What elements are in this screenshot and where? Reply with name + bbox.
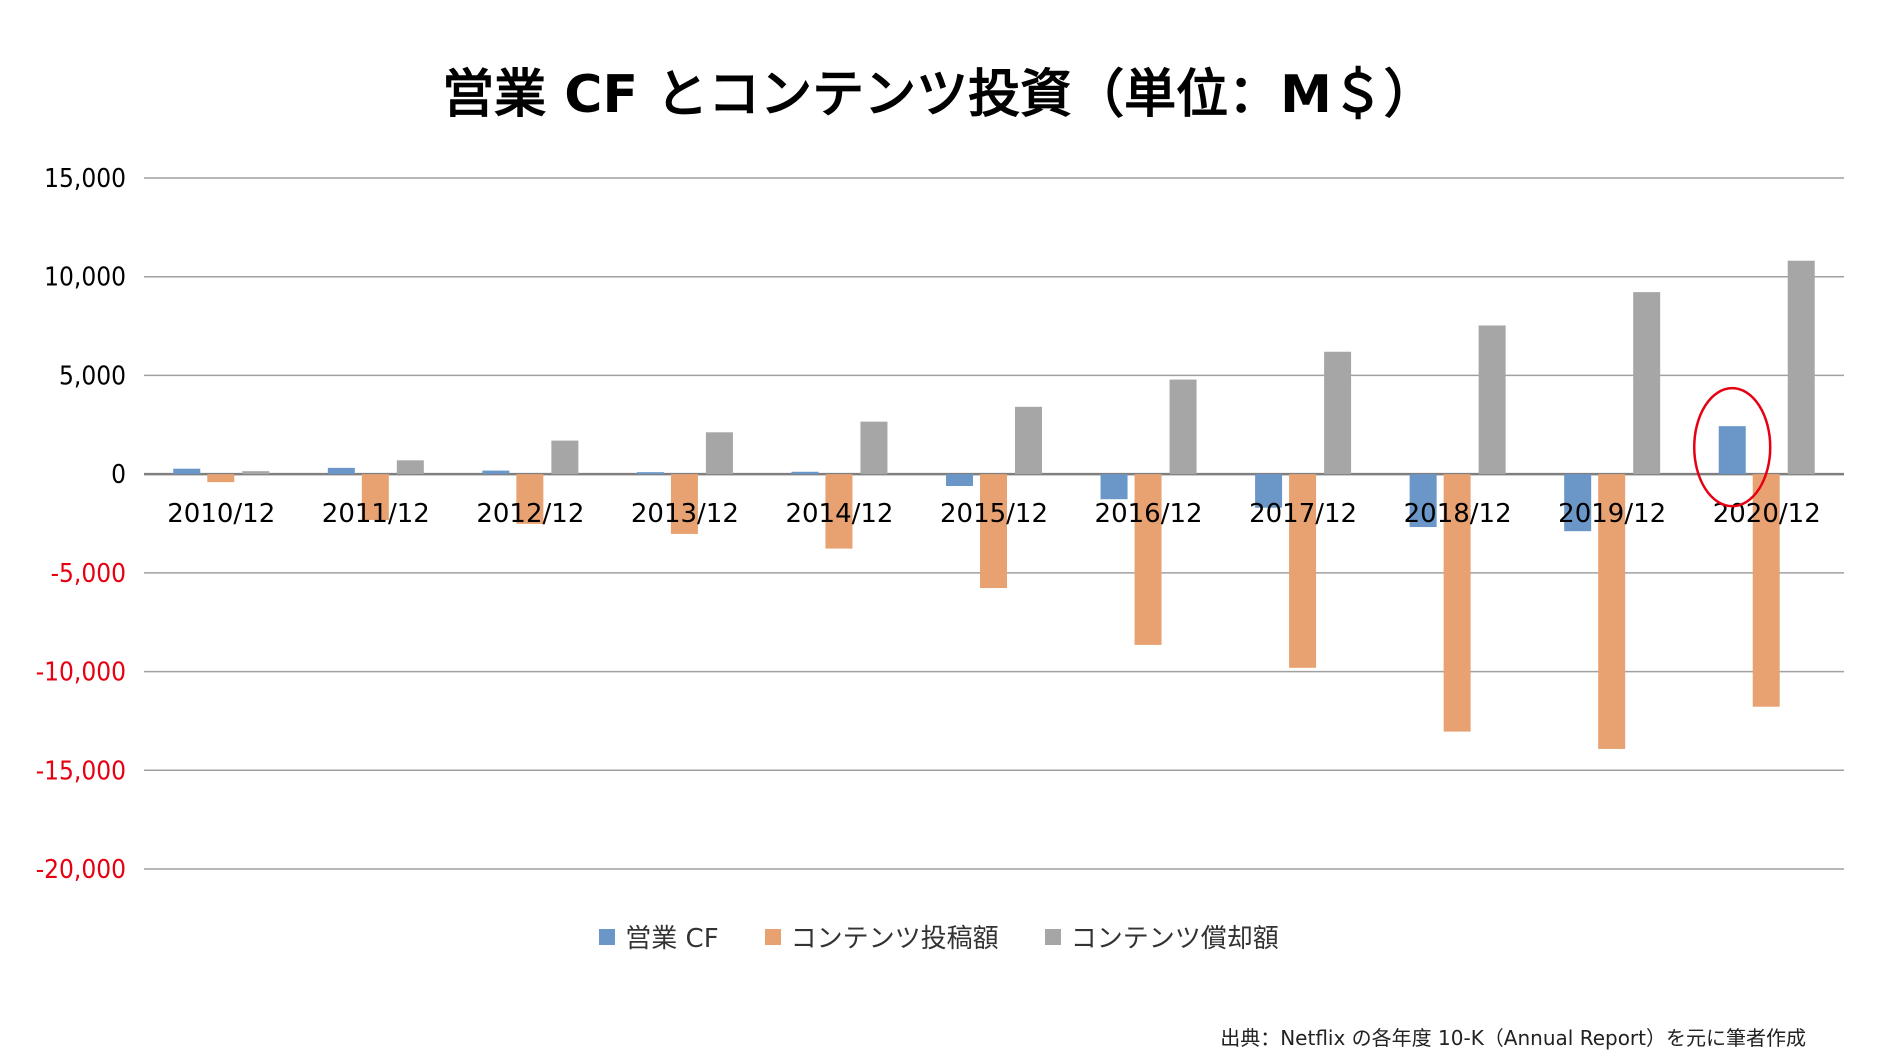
bar-operating-cf <box>1100 474 1128 500</box>
source-note: 出典：Netflix の各年度 10-K（Annual Report）を元に筆者… <box>1220 1026 1806 1050</box>
highlight-ellipse <box>1692 386 1772 508</box>
bar-operating-cf <box>1718 426 1746 475</box>
legend-swatch <box>599 928 616 945</box>
bar-operating-cf <box>791 471 819 475</box>
y-tick-label: -20,000 <box>36 855 126 885</box>
x-tick-label: 2020/12 <box>1713 499 1821 529</box>
bar-operating-cf <box>173 468 201 475</box>
bar-content-amortization <box>860 421 888 475</box>
x-tick-label: 2019/12 <box>1558 499 1666 529</box>
bar-content-amortization <box>1633 292 1661 475</box>
bar-content-spend <box>516 474 544 524</box>
bar-content-amortization <box>705 432 733 475</box>
bar-operating-cf <box>1255 474 1283 508</box>
x-tick-label: 2013/12 <box>631 499 739 529</box>
bar-operating-cf <box>327 467 355 475</box>
bar-content-spend <box>980 474 1007 589</box>
legend-label: コンテンツ償却額 <box>1070 924 1279 954</box>
legend-label: 営業 CF <box>625 924 719 954</box>
bar-content-spend <box>1289 474 1317 668</box>
x-tick-label: 2018/12 <box>1404 499 1512 529</box>
x-tick-label: 2011/12 <box>322 499 430 529</box>
bar-operating-cf <box>946 474 973 486</box>
bar-operating-cf <box>636 472 664 475</box>
legend-item: コンテンツ償却額 <box>1044 918 1279 955</box>
bar-content-amortization <box>551 440 579 475</box>
bar-content-spend <box>1134 474 1162 645</box>
x-tick-label: 2012/12 <box>476 499 584 529</box>
y-tick-label: 0 <box>111 460 126 490</box>
bar-operating-cf <box>482 470 510 475</box>
x-tick-label: 2014/12 <box>785 499 893 529</box>
y-tick-label: -10,000 <box>36 658 126 688</box>
bar-operating-cf <box>1409 474 1437 528</box>
x-tick-label: 2015/12 <box>940 499 1048 529</box>
bar-content-amortization <box>242 471 270 475</box>
y-tick-label: 5,000 <box>59 361 126 391</box>
chart-title: 営業 CF とコンテンツ投資（単位：M＄） <box>442 65 1436 125</box>
bar-content-spend <box>670 474 698 534</box>
bar-content-amortization <box>1015 406 1042 475</box>
bar-content-amortization <box>1478 325 1506 475</box>
legend-item: コンテンツ投稿額 <box>764 918 999 955</box>
y-tick-label: 10,000 <box>44 263 126 293</box>
x-tick-label: 2010/12 <box>167 499 275 529</box>
bar-content-amortization <box>396 460 424 475</box>
bar-content-amortization <box>1324 351 1352 475</box>
bar-content-spend <box>361 474 389 520</box>
legend-swatch <box>764 928 781 945</box>
x-tick-label: 2016/12 <box>1095 499 1203 529</box>
bar-operating-cf <box>1564 474 1592 532</box>
legend-swatch <box>1044 928 1061 945</box>
y-tick-label: -5,000 <box>51 559 126 589</box>
y-tick-label: -15,000 <box>36 756 126 786</box>
bar-content-spend <box>1598 474 1626 749</box>
bar-content-spend <box>1443 474 1471 732</box>
legend-item: 営業 CF <box>599 918 719 955</box>
y-tick-label: 15,000 <box>44 164 126 194</box>
bar-chart: 15,000 10,000 5,000 0 -5,000 -10,000 -15,000 -2… <box>36 164 1844 885</box>
bar-content-amortization <box>1169 379 1197 475</box>
x-tick-label: 2017/12 <box>1249 499 1357 529</box>
legend: 営業 CF コンテンツ投稿額 コンテンツ償却額 <box>0 918 1878 955</box>
bar-content-spend <box>207 474 235 483</box>
bar-content-spend <box>1752 474 1780 707</box>
bar-content-spend <box>825 474 853 549</box>
bar-content-amortization <box>1787 260 1815 475</box>
legend-label: コンテンツ投稿額 <box>790 924 999 954</box>
